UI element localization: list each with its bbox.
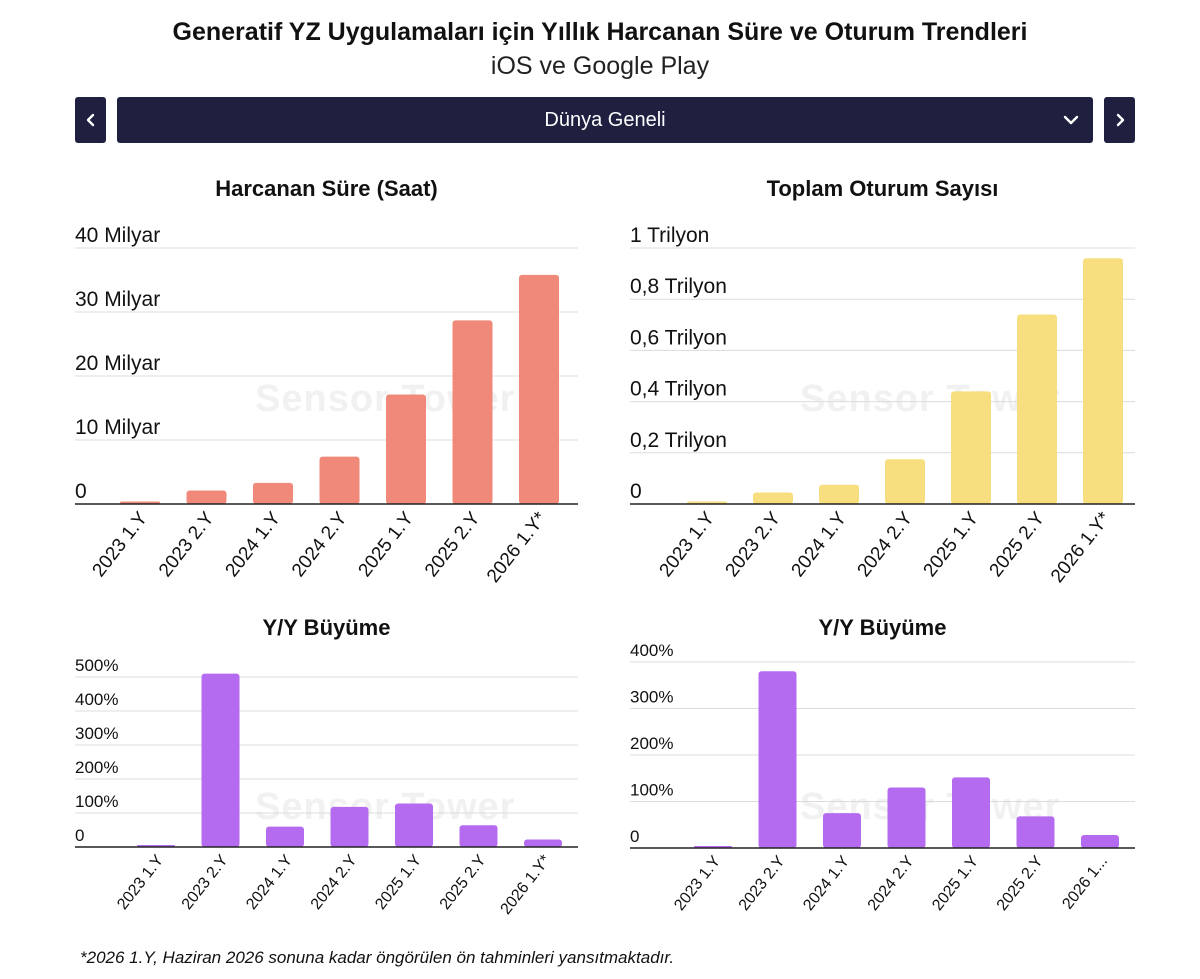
next-region-button[interactable] (1104, 97, 1135, 143)
chevron-down-icon (1063, 115, 1079, 125)
bar (823, 813, 861, 848)
bar (519, 274, 559, 504)
x-tick-label: 2026 1.Y* (483, 508, 551, 587)
x-tick-label: 2023 2.Y (736, 853, 789, 914)
x-tick-label: 2025 2.Y (421, 508, 485, 581)
x-tick-label: 2025 1.Y (920, 508, 984, 581)
x-tick-label: 2023 1.Y (114, 852, 167, 913)
y-tick-label: 0 (630, 827, 639, 846)
x-tick-label: 2025 2.Y (986, 508, 1050, 581)
x-tick-label: 2025 1.Y (372, 852, 425, 913)
region-dropdown-label: Dünya Geneli (544, 108, 666, 131)
x-tick-label: 2023 2.Y (722, 508, 786, 581)
sessions-yoy-chart: 0 100% 200% 300% 400% 2023 1.Y 2023 2.Y 2024 1.… (630, 641, 1135, 914)
y-tick-label: 500% (75, 656, 118, 675)
chevron-left-icon (86, 113, 94, 127)
x-tick-label: 2023 2.Y (179, 852, 232, 913)
chart-title-time-yoy: Y/Y Büyüme (262, 615, 391, 640)
x-tick-label: 2026 1.Y* (1047, 508, 1115, 587)
page-subtitle: iOS ve Google Play (490, 52, 710, 80)
y-tick-label: 100% (630, 781, 673, 800)
bar (395, 803, 433, 847)
x-tick-label: 2026 1.Y* (497, 852, 554, 918)
bar (819, 484, 859, 504)
sessions-chart: 0 0,2 Trilyon 0,4 Trilyon 0,6 Trilyon 0,8 Tr… (630, 224, 1135, 587)
x-tick-label: 2025 1.Y (929, 853, 982, 914)
bar (266, 826, 304, 847)
y-tick-label: 0,8 Trilyon (630, 275, 727, 298)
bar (952, 777, 990, 848)
bar (452, 320, 493, 504)
x-tick-label: 2024 1.Y (800, 853, 853, 914)
y-tick-label: 300% (630, 688, 673, 707)
x-tick-label: 2023 1.Y (671, 853, 724, 914)
bar (1017, 314, 1057, 504)
bar (887, 787, 926, 848)
y-tick-label: 0,4 Trilyon (630, 378, 727, 401)
y-tick-label: 40 Milyar (75, 224, 160, 247)
x-tick-label: 2023 1.Y (656, 508, 720, 581)
bar (885, 459, 925, 504)
bar (1016, 816, 1055, 848)
bar (386, 394, 426, 504)
chart-title-time: Harcanan Süre (Saat) (215, 176, 438, 201)
page-title: Generatif YZ Uygulamaları için Yıllık Ha… (172, 18, 1028, 46)
x-tick-label: 2026 1... (1059, 853, 1111, 913)
y-tick-label: 400% (75, 690, 118, 709)
y-tick-label: 200% (75, 758, 118, 777)
chart-title-sessions: Toplam Oturum Sayısı (766, 176, 999, 201)
bar (951, 391, 991, 504)
y-tick-label: 400% (630, 641, 673, 660)
bar (253, 482, 293, 504)
y-tick-label: 1 Trilyon (630, 224, 709, 247)
y-tick-label: 200% (630, 734, 673, 753)
x-tick-label: 2024 2.Y (854, 508, 918, 581)
y-tick-label: 300% (75, 724, 118, 743)
y-tick-label: 10 Milyar (75, 416, 160, 439)
x-tick-label: 2025 2.Y (437, 852, 490, 913)
x-tick-label: 2024 2.Y (308, 852, 361, 913)
x-tick-label: 2024 1.Y (222, 508, 286, 581)
y-tick-label: 0,2 Trilyon (630, 429, 727, 452)
bar (758, 671, 797, 848)
time-spent-chart: 0 10 Milyar 20 Milyar 30 Milyar 40 Milyar 202… (75, 224, 578, 587)
x-tick-label: 2025 2.Y (994, 853, 1047, 914)
chart-title-sessions-yoy: Y/Y Büyüme (818, 615, 947, 640)
bar (319, 456, 360, 504)
y-tick-label: 100% (75, 792, 118, 811)
chevron-right-icon (1116, 113, 1124, 127)
x-tick-label: 2024 2.Y (865, 853, 918, 914)
bar (753, 492, 793, 504)
bar (459, 825, 498, 847)
previous-region-button[interactable] (75, 97, 106, 143)
region-dropdown[interactable]: Dünya Geneli (117, 97, 1093, 143)
y-tick-label: 30 Milyar (75, 288, 160, 311)
x-tick-label: 2024 1.Y (243, 852, 296, 913)
y-tick-label: 20 Milyar (75, 352, 160, 375)
bar (1083, 258, 1123, 504)
footnote: *2026 1.Y, Haziran 2026 sonuna kadar öng… (80, 948, 675, 967)
y-tick-label: 0,6 Trilyon (630, 326, 727, 349)
x-tick-label: 2023 1.Y (89, 508, 153, 581)
x-tick-label: 2023 2.Y (155, 508, 219, 581)
x-tick-label: 2024 1.Y (788, 508, 852, 581)
y-tick-label: 0 (75, 480, 87, 503)
bar (1081, 834, 1119, 848)
x-tick-label: 2025 1.Y (355, 508, 419, 581)
bar (330, 806, 369, 847)
x-tick-label: 2024 2.Y (288, 508, 352, 581)
y-tick-label: 0 (630, 480, 642, 503)
bar (201, 673, 240, 847)
bar (186, 490, 227, 504)
y-tick-label: 0 (75, 826, 84, 845)
bar (524, 839, 562, 847)
